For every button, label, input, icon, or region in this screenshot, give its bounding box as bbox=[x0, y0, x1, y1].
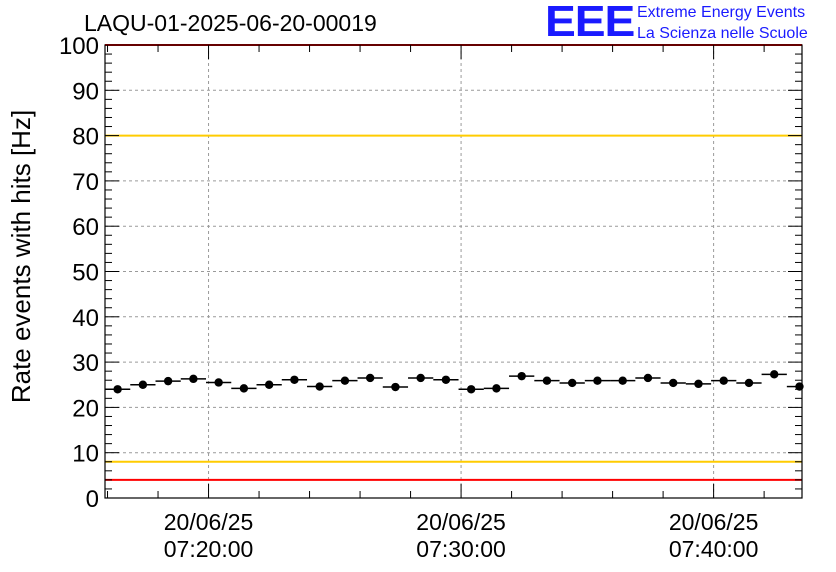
y-tick-label: 0 bbox=[86, 486, 99, 513]
x-tick-date-label: 20/06/25 bbox=[669, 509, 759, 535]
data-point bbox=[593, 376, 602, 385]
data-point bbox=[770, 370, 779, 379]
reference-lines bbox=[105, 44, 802, 481]
data-point bbox=[744, 378, 754, 388]
data-point bbox=[340, 376, 350, 385]
data-point bbox=[669, 378, 678, 388]
data-point bbox=[795, 382, 804, 391]
data-point bbox=[567, 378, 577, 388]
chart-title: LAQU-01-2025-06-20-00019 bbox=[84, 10, 377, 36]
x-tick-time-label: 07:20:00 bbox=[164, 536, 254, 562]
y-tick-label: 90 bbox=[72, 78, 99, 105]
y-axis-title: Rate events with hits [Hz] bbox=[6, 110, 36, 403]
data-points bbox=[105, 370, 804, 394]
x-tick-date-label: 20/06/25 bbox=[164, 509, 254, 535]
data-point bbox=[138, 380, 148, 389]
data-point bbox=[113, 385, 122, 394]
data-point bbox=[643, 373, 653, 383]
y-tick-label: 80 bbox=[72, 124, 99, 151]
y-tick-label: 10 bbox=[72, 441, 99, 468]
data-point bbox=[618, 376, 627, 385]
data-point bbox=[492, 384, 501, 393]
y-tick-label: 40 bbox=[72, 305, 99, 332]
x-tick-time-label: 07:40:00 bbox=[669, 536, 759, 562]
logo-line-extreme-energy-events: Extreme Energy Events bbox=[637, 4, 806, 21]
eee-logo-mark: EEE bbox=[545, 0, 635, 46]
data-point bbox=[416, 373, 425, 383]
data-point bbox=[239, 384, 249, 393]
eee-logo: EEE Extreme Energy Events La Scienza nel… bbox=[545, 0, 835, 46]
data-point bbox=[466, 385, 476, 394]
data-point bbox=[315, 382, 324, 391]
logo-line-scienza-scuole: La Scienza nelle Scuole bbox=[637, 25, 808, 42]
data-point bbox=[264, 380, 274, 389]
x-tick-time-label: 07:30:00 bbox=[416, 536, 506, 562]
y-tick-label: 70 bbox=[72, 169, 99, 196]
data-point bbox=[391, 382, 400, 392]
data-point bbox=[189, 374, 198, 384]
y-tick-label: 50 bbox=[72, 260, 99, 287]
y-tick-label: 20 bbox=[72, 395, 99, 422]
data-point bbox=[365, 373, 375, 383]
axis-ticks bbox=[105, 44, 802, 499]
y-tick-label: 60 bbox=[72, 214, 99, 241]
data-point bbox=[163, 376, 173, 386]
data-point bbox=[694, 379, 703, 389]
axis-labels: 010203040506070809010020/06/2507:20:0020… bbox=[6, 33, 758, 562]
data-point bbox=[719, 376, 728, 385]
y-tick-label: 30 bbox=[72, 350, 99, 377]
grid-layer bbox=[105, 45, 802, 498]
x-tick-date-label: 20/06/25 bbox=[416, 509, 506, 535]
data-point bbox=[214, 378, 223, 387]
data-point bbox=[290, 375, 299, 384]
data-point bbox=[441, 375, 451, 384]
y-tick-label: 100 bbox=[59, 33, 99, 60]
data-point bbox=[517, 371, 526, 381]
data-point bbox=[542, 376, 552, 385]
